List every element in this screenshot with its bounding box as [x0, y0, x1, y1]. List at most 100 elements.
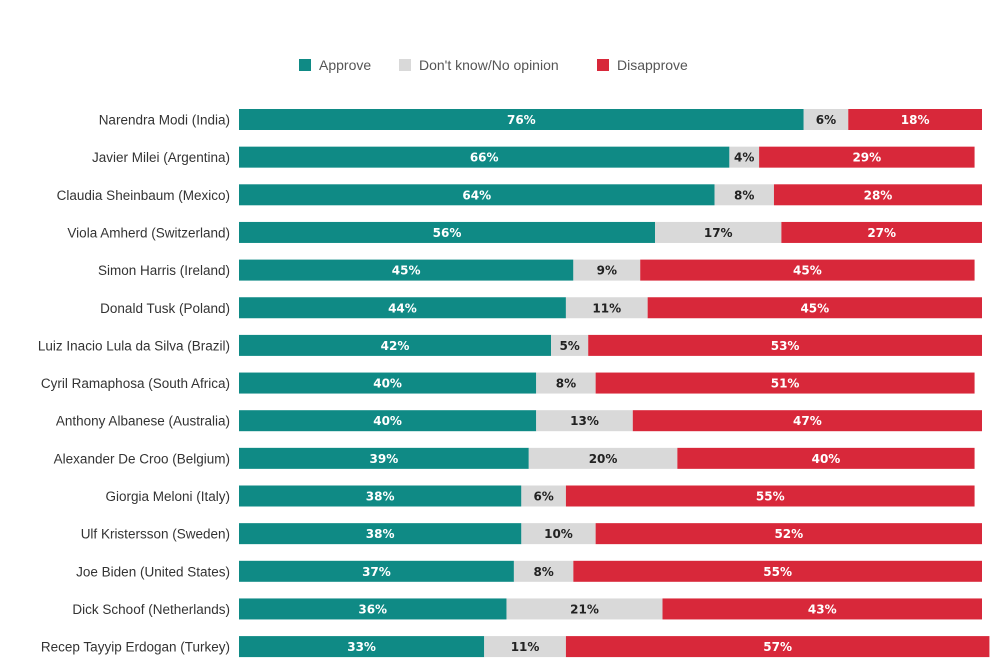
data-label-approve: 38%	[366, 527, 395, 541]
bar-segment-don-t-know-no-opinion	[551, 334, 589, 356]
bar-segment-disapprove	[565, 485, 975, 507]
bar-segment-approve	[239, 259, 574, 281]
bar-row-cyril-ramaphosa-south-africa: Cyril Ramaphosa (South Africa) 40% 8% 51%	[41, 372, 975, 394]
data-label-don-t-know-no-opinion: 8%	[533, 565, 553, 579]
bar-segment-don-t-know-no-opinion	[714, 184, 774, 206]
category-label: Joe Biden (United States)	[76, 564, 230, 579]
data-label-don-t-know-no-opinion: 5%	[559, 339, 579, 353]
data-label-disapprove: 18%	[901, 113, 930, 127]
bar-segment-don-t-know-no-opinion	[729, 146, 760, 168]
category-label: Recep Tayyip Erdogan (Turkey)	[41, 640, 230, 655]
bar-segment-disapprove	[565, 636, 990, 658]
bar-segment-disapprove	[781, 221, 982, 243]
data-label-don-t-know-no-opinion: 8%	[556, 377, 576, 391]
data-label-approve: 36%	[358, 602, 387, 616]
data-label-disapprove: 51%	[771, 377, 800, 391]
data-label-approve: 44%	[388, 301, 417, 315]
data-label-disapprove: 52%	[774, 527, 803, 541]
data-label-approve: 66%	[470, 151, 499, 165]
bar-segment-don-t-know-no-opinion	[484, 636, 566, 658]
data-label-approve: 39%	[370, 452, 399, 466]
bar-row-alexander-de-croo-belgium: Alexander De Croo (Belgium) 39% 20% 40%	[54, 447, 975, 469]
data-label-approve: 56%	[433, 226, 462, 240]
legend-swatch-don-t-know-no-opinion	[399, 59, 411, 71]
category-label: Ulf Kristersson (Sweden)	[81, 527, 230, 542]
bar-segment-approve	[239, 636, 485, 658]
bar-row-anthony-albanese-australia: Anthony Albanese (Australia) 40% 13% 47%	[56, 410, 982, 432]
bar-segment-disapprove	[632, 410, 982, 432]
category-label: Luiz Inacio Lula da Silva (Brazil)	[38, 338, 230, 353]
data-label-disapprove: 47%	[793, 414, 822, 428]
bar-segment-don-t-know-no-opinion	[655, 221, 782, 243]
data-label-approve: 40%	[373, 414, 402, 428]
bar-segment-disapprove	[573, 560, 982, 582]
bar-segment-don-t-know-no-opinion	[536, 410, 633, 432]
bar-segment-don-t-know-no-opinion	[803, 109, 849, 130]
bar-rows: Narendra Modi (India) 76% 6% 18% Javier Mile…	[38, 109, 990, 658]
data-label-disapprove: 43%	[808, 602, 837, 616]
bar-segment-don-t-know-no-opinion	[573, 259, 641, 281]
data-label-disapprove: 57%	[763, 640, 792, 654]
bar-segment-disapprove	[647, 297, 982, 319]
legend: Approve Don't know/No opinion Disapprove	[299, 57, 688, 73]
bar-segment-don-t-know-no-opinion	[513, 560, 574, 582]
bar-segment-don-t-know-no-opinion	[521, 523, 596, 545]
legend-label-don-t-know-no-opinion: Don't know/No opinion	[419, 57, 559, 73]
data-label-don-t-know-no-opinion: 20%	[589, 452, 618, 466]
bar-row-claudia-sheinbaum-mexico: Claudia Sheinbaum (Mexico) 64% 8% 28%	[57, 184, 982, 206]
bar-segment-approve	[239, 109, 804, 130]
bar-row-simon-harris-ireland: Simon Harris (Ireland) 45% 9% 45%	[98, 259, 975, 281]
data-label-approve: 42%	[381, 339, 410, 353]
data-label-approve: 40%	[373, 377, 402, 391]
data-label-don-t-know-no-opinion: 13%	[570, 414, 599, 428]
data-label-approve: 64%	[462, 188, 491, 202]
bar-segment-disapprove	[595, 372, 975, 394]
data-label-approve: 37%	[362, 565, 391, 579]
bar-segment-approve	[239, 221, 656, 243]
bar-row-recep-tayyip-erdogan-turkey: Recep Tayyip Erdogan (Turkey) 33% 11% 57%	[41, 636, 990, 658]
bar-row-dick-schoof-netherlands: Dick Schoof (Netherlands) 36% 21% 43%	[72, 598, 982, 620]
data-label-don-t-know-no-opinion: 11%	[511, 640, 540, 654]
legend-item-approve: Approve	[299, 57, 371, 73]
bar-row-donald-tusk-poland: Donald Tusk (Poland) 44% 11% 45%	[100, 297, 982, 319]
bar-segment-approve	[239, 184, 715, 206]
data-label-don-t-know-no-opinion: 6%	[816, 113, 836, 127]
bar-segment-disapprove	[588, 334, 982, 356]
bar-row-narendra-modi-india: Narendra Modi (India) 76% 6% 18%	[99, 109, 982, 130]
data-label-disapprove: 28%	[864, 188, 893, 202]
legend-label-approve: Approve	[319, 57, 371, 73]
bar-segment-disapprove	[640, 259, 975, 281]
bar-row-ulf-kristersson-sweden: Ulf Kristersson (Sweden) 38% 10% 52%	[81, 523, 982, 545]
bar-segment-approve	[239, 334, 552, 356]
bar-segment-approve	[239, 410, 537, 432]
data-label-don-t-know-no-opinion: 9%	[597, 264, 617, 278]
data-label-approve: 76%	[507, 113, 536, 127]
data-label-disapprove: 53%	[771, 339, 800, 353]
bar-segment-disapprove	[595, 523, 982, 545]
bar-row-giorgia-meloni-italy: Giorgia Meloni (Italy) 38% 6% 55%	[105, 485, 975, 507]
bar-segment-approve	[239, 447, 529, 469]
data-label-don-t-know-no-opinion: 6%	[533, 490, 553, 504]
bar-segment-disapprove	[662, 598, 982, 620]
bar-segment-don-t-know-no-opinion	[528, 447, 678, 469]
bar-row-javier-milei-argentina: Javier Milei (Argentina) 66% 4% 29%	[92, 146, 975, 168]
data-label-approve: 33%	[347, 640, 376, 654]
category-label: Giorgia Meloni (Italy)	[105, 489, 230, 504]
legend-swatch-disapprove	[597, 59, 609, 71]
bar-segment-approve	[239, 485, 522, 507]
bar-segment-disapprove	[848, 109, 982, 130]
bar-segment-don-t-know-no-opinion	[565, 297, 648, 319]
category-label: Simon Harris (Ireland)	[98, 263, 230, 278]
data-label-approve: 45%	[392, 264, 421, 278]
data-label-disapprove: 45%	[793, 264, 822, 278]
bar-segment-approve	[239, 297, 566, 319]
bar-segment-approve	[239, 146, 730, 168]
bar-row-luiz-inacio-lula-da-silva-brazil: Luiz Inacio Lula da Silva (Brazil) 42% 5% 5…	[38, 334, 982, 356]
bar-row-viola-amherd-switzerland: Viola Amherd (Switzerland) 56% 17% 27%	[67, 221, 982, 243]
bar-segment-approve	[239, 523, 522, 545]
data-label-don-t-know-no-opinion: 4%	[734, 151, 754, 165]
legend-label-disapprove: Disapprove	[617, 57, 688, 73]
legend-item-don-t-know-no-opinion: Don't know/No opinion	[399, 57, 559, 73]
data-label-disapprove: 55%	[763, 565, 792, 579]
legend-item-disapprove: Disapprove	[597, 57, 688, 73]
